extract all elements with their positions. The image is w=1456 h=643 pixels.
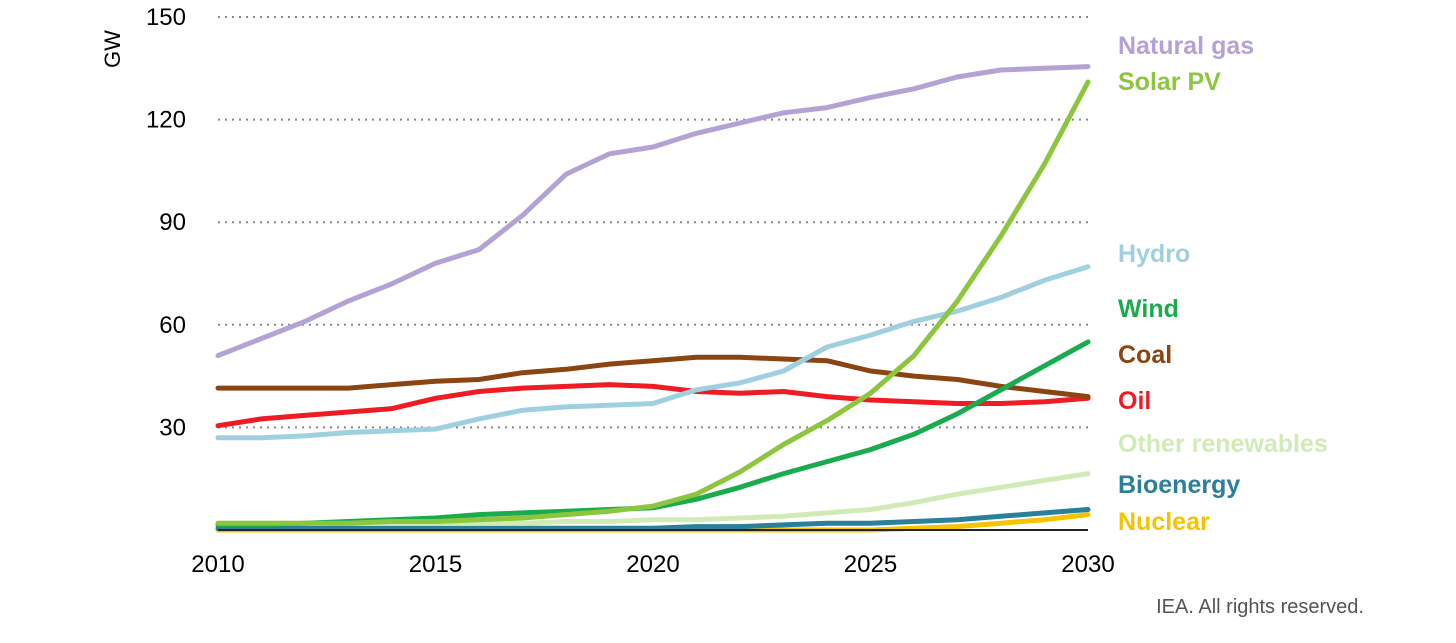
x-tick-label: 2010 bbox=[191, 551, 244, 578]
series-label-wind: Wind bbox=[1118, 295, 1179, 323]
series-label-solar-pv: Solar PV bbox=[1118, 68, 1221, 96]
series-label-natural-gas: Natural gas bbox=[1118, 32, 1254, 60]
series-line-oil bbox=[215, 382, 1091, 429]
series-label-hydro: Hydro bbox=[1118, 240, 1190, 268]
series-label-other-renewables: Other renewables bbox=[1118, 430, 1328, 458]
gridlines bbox=[218, 16, 1088, 429]
series-lines bbox=[215, 64, 1091, 533]
series-labels: Natural gas Solar PV Hydro Wind Coal Oil Other… bbox=[1118, 32, 1328, 536]
series-line-other-renewables bbox=[215, 471, 1091, 526]
series-line-bioenergy bbox=[215, 507, 1091, 531]
series-label-bioenergy: Bioenergy bbox=[1118, 471, 1240, 499]
series-line-coal bbox=[215, 354, 1091, 400]
x-tick-label: 2015 bbox=[409, 551, 462, 578]
series-label-oil: Oil bbox=[1118, 387, 1151, 415]
series-label-nuclear: Nuclear bbox=[1118, 508, 1210, 536]
series-line-solar-pv bbox=[215, 79, 1091, 526]
y-tick-label: 150 bbox=[146, 4, 186, 31]
series-label-coal: Coal bbox=[1118, 341, 1172, 369]
x-tick-label: 2030 bbox=[1061, 551, 1114, 578]
y-axis-label: GW bbox=[100, 30, 125, 68]
credit-text: IEA. All rights reserved. bbox=[1156, 596, 1364, 618]
series-line-hydro bbox=[215, 264, 1091, 441]
y-tick-label: 90 bbox=[159, 209, 186, 236]
x-tick-label: 2020 bbox=[626, 551, 679, 578]
series-line-natural-gas bbox=[215, 64, 1091, 359]
x-tick-label: 2025 bbox=[844, 551, 897, 578]
y-tick-label: 120 bbox=[146, 107, 186, 134]
axes: 30 60 90 120 150 2010 2015 2020 2025 2030 GW bbox=[100, 4, 1115, 578]
y-tick-label: 30 bbox=[159, 414, 186, 441]
y-tick-label: 60 bbox=[159, 312, 186, 339]
